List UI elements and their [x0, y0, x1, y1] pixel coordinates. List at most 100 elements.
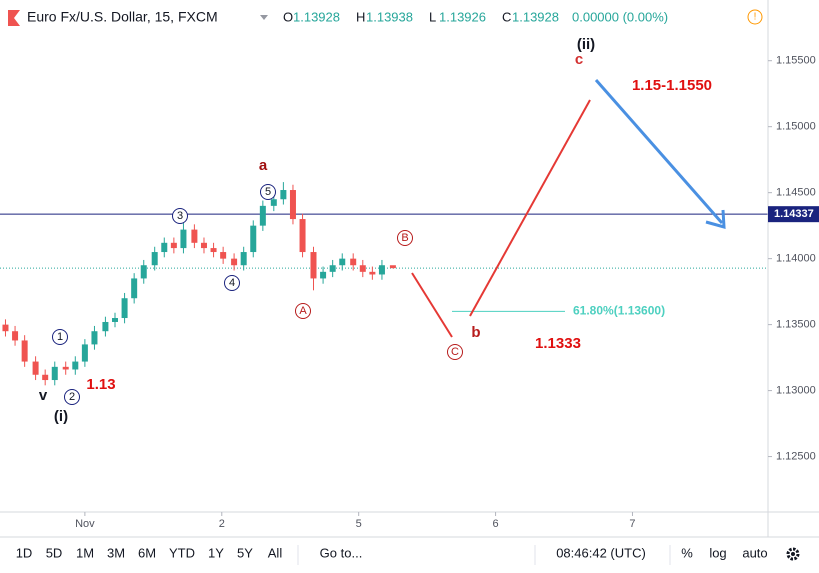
clock[interactable]: 08:46:42 (UTC) — [556, 545, 646, 560]
candle-body — [51, 366, 58, 381]
candle-body — [42, 374, 49, 381]
candle-body — [81, 344, 88, 362]
candle-body — [359, 265, 366, 272]
candle-body — [350, 258, 357, 266]
wave-line — [469, 99, 591, 317]
candle-body — [151, 252, 158, 266]
ohlc-value: 1.13928 — [293, 9, 340, 24]
candle-body — [210, 248, 217, 253]
scale-option[interactable]: auto — [742, 545, 767, 560]
price-tick-label: 1.14500 — [776, 187, 816, 199]
candle-body — [231, 258, 238, 266]
range-button[interactable]: YTD — [169, 545, 195, 560]
change: 0.00000 (0.00%) — [572, 9, 668, 24]
ohlc-value: 1.13928 — [512, 9, 559, 24]
time-tick-label: 6 — [493, 518, 499, 530]
wave-number: 5 — [265, 186, 271, 198]
price-tick-label: 1.15000 — [776, 121, 816, 133]
time-tick-label: 2 — [219, 518, 225, 530]
candle-body — [12, 331, 19, 341]
circled-label: 1 — [52, 329, 68, 345]
candle-body — [240, 252, 247, 266]
symbol-title: Euro Fx/U.S. Dollar, 15, FXCM — [27, 9, 218, 25]
candle-body — [32, 361, 39, 375]
dropdown-icon[interactable] — [260, 15, 268, 20]
candle-body — [280, 190, 287, 200]
candle-body — [91, 331, 98, 345]
settings-icon[interactable] — [786, 547, 800, 561]
candle-body — [102, 321, 109, 332]
candle-body — [180, 229, 187, 249]
candle-body — [329, 265, 336, 272]
range-button[interactable]: 1Y — [208, 545, 224, 560]
ohlc-value: 1.13938 — [366, 9, 413, 24]
candle-body — [161, 242, 168, 253]
ohlc-key: H — [356, 9, 365, 24]
flag-icon[interactable] — [8, 10, 20, 26]
candle-body — [310, 252, 317, 279]
toolbar: 1D 5D 1M 3M 6M YTD 1Y 5Y All Go to... 08:46:42 (UT… — [16, 545, 768, 560]
range-button[interactable]: 5D — [46, 545, 63, 560]
range-button[interactable]: 1D — [16, 545, 33, 560]
candle-body — [62, 366, 69, 370]
range-button[interactable]: 3M — [107, 545, 125, 560]
wave-letter: C — [451, 346, 459, 358]
wave-label: c — [575, 51, 583, 68]
price-tick-label: 1.13500 — [776, 319, 816, 331]
candle-body — [121, 298, 128, 319]
level-label: 1.13 — [86, 376, 115, 393]
wave-label: v — [39, 387, 48, 404]
alert-icon[interactable] — [747, 9, 763, 25]
time-tick-label: Nov — [75, 518, 95, 530]
candle-body — [250, 225, 257, 253]
candle-body — [200, 242, 207, 249]
candle-body — [339, 258, 346, 266]
circled-label: 4 — [224, 275, 240, 291]
circled-label: 5 — [260, 184, 276, 200]
time-tick-label: 7 — [629, 518, 635, 530]
range-button[interactable]: 6M — [138, 545, 156, 560]
wave-label: (i) — [54, 408, 68, 425]
candle-body — [131, 278, 138, 299]
arrow-head — [705, 209, 726, 230]
level-label: 1.1333 — [535, 335, 581, 352]
wave-number: 1 — [57, 331, 63, 343]
circled-label: B — [397, 230, 413, 246]
candle-body — [259, 205, 266, 226]
wave-number: 2 — [69, 391, 75, 403]
alert-mark: ! — [754, 12, 757, 23]
ohlc-key: O — [283, 9, 293, 24]
wave-line — [411, 272, 453, 338]
price-tick-label: 1.13000 — [776, 385, 816, 397]
candle-body — [72, 361, 79, 370]
plot-area — [0, 182, 768, 386]
candle-body — [270, 199, 277, 206]
range-button[interactable]: 1M — [76, 545, 94, 560]
ohlc-key: C — [502, 9, 511, 24]
ohlc-legend: O 1.13928 H 1.13938 L 1.13926 C 1.13928 — [283, 9, 559, 24]
range-button[interactable]: 5Y — [237, 545, 253, 560]
price-label: 1.14337 — [774, 208, 814, 220]
goto-button[interactable]: Go to... — [320, 545, 363, 560]
candle-body — [369, 271, 376, 275]
candle-body — [21, 340, 28, 362]
candle-body — [289, 190, 296, 220]
time-tick-label: 5 — [356, 518, 362, 530]
circled-label: 3 — [172, 208, 188, 224]
price-tick-label: 1.12500 — [776, 450, 816, 462]
scale-option[interactable]: log — [709, 545, 726, 560]
wave-label: a — [259, 157, 268, 174]
ohlc-value: 1.13926 — [439, 9, 486, 24]
candle-body — [191, 229, 198, 243]
candle-body — [2, 324, 9, 332]
range-button[interactable]: All — [268, 545, 283, 560]
projection-arrow — [594, 79, 724, 224]
circled-label: A — [295, 303, 311, 319]
wave-number: 3 — [177, 210, 183, 222]
wave-number: 4 — [229, 277, 235, 289]
wave-label: b — [471, 324, 480, 341]
scale-option[interactable]: % — [681, 545, 693, 560]
candle-body — [299, 219, 306, 253]
price-tick-label: 1.14000 — [776, 253, 816, 265]
candle-body — [140, 265, 147, 279]
